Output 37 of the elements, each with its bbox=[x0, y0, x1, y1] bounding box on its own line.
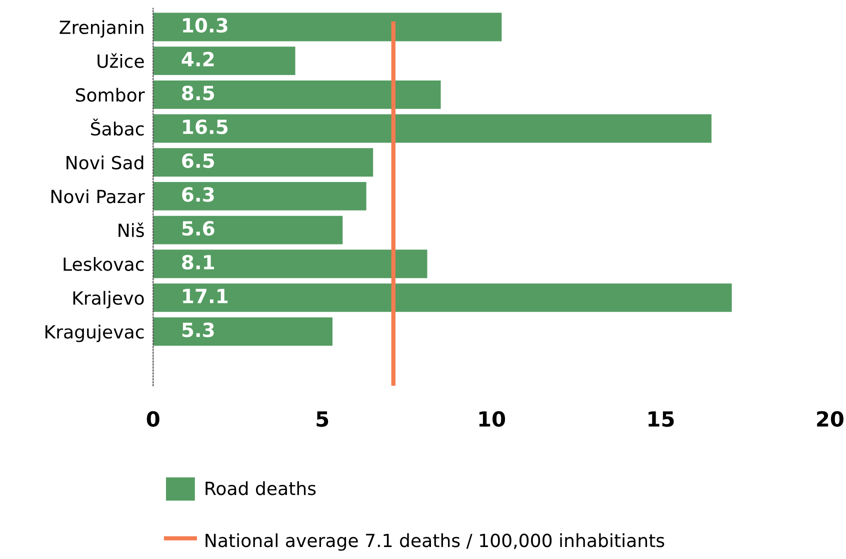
bar bbox=[153, 80, 441, 109]
data-label: 17.1 bbox=[183, 288, 228, 304]
data-label: 6.3 bbox=[182, 187, 214, 202]
legend-label: Road deaths bbox=[206, 481, 316, 496]
bar bbox=[153, 114, 712, 143]
bar bbox=[153, 46, 296, 76]
bar bbox=[153, 148, 374, 177]
bar bbox=[153, 317, 332, 346]
bar bbox=[153, 182, 366, 210]
x-tick-label: 10 bbox=[479, 411, 506, 427]
data-label: 16.5 bbox=[183, 119, 228, 134]
x-tick-label: 20 bbox=[817, 411, 844, 427]
bar bbox=[153, 12, 502, 42]
bar bbox=[153, 216, 343, 244]
y-tick-label: Sombor bbox=[76, 88, 145, 102]
y-tick-label: Leskovac bbox=[64, 257, 144, 271]
data-label: 8.1 bbox=[182, 254, 214, 270]
data-label: 5.6 bbox=[182, 220, 214, 236]
y-tick-label: Šabac bbox=[91, 118, 144, 136]
x-tick-label: 15 bbox=[648, 411, 674, 427]
data-label: 5.3 bbox=[182, 322, 214, 338]
data-label: 10.3 bbox=[183, 18, 228, 33]
y-tick-label: Novi Pazar bbox=[51, 189, 145, 204]
y-tick-label: Niš bbox=[118, 222, 144, 238]
bar bbox=[153, 250, 428, 278]
legend-label: National average 7.1 deaths / 100,000 inhabitiants bbox=[206, 533, 664, 551]
data-label: 4.2 bbox=[182, 52, 214, 66]
y-tick-label: Užice bbox=[98, 53, 144, 68]
data-label: 8.5 bbox=[182, 86, 214, 100]
y-tick-label: Kraljevo bbox=[73, 290, 144, 308]
x-tick-label: 5 bbox=[316, 411, 328, 427]
data-label: 6.5 bbox=[182, 153, 214, 168]
y-tick-label: Novi Sad bbox=[66, 156, 144, 170]
y-tick-label: Kragujevac bbox=[46, 324, 144, 342]
y-tick-label: Zrenjanin bbox=[60, 20, 144, 38]
bar bbox=[153, 284, 732, 312]
x-tick-label: 0 bbox=[146, 411, 160, 427]
